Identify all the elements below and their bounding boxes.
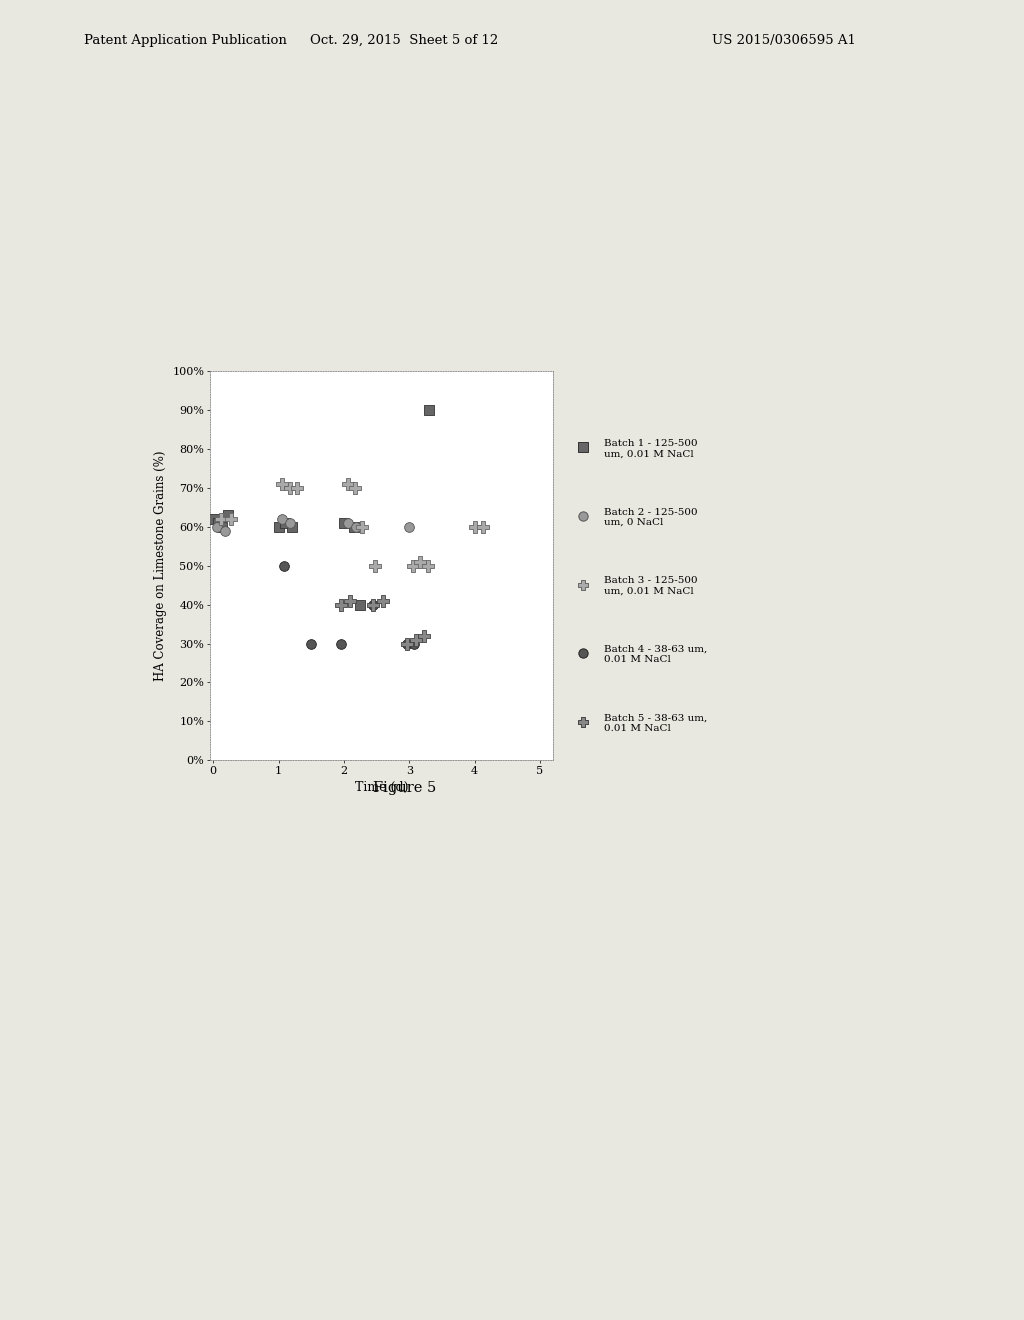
- Text: US 2015/0306595 A1: US 2015/0306595 A1: [712, 33, 856, 46]
- Point: [366, 594, 382, 615]
- Point: [274, 508, 291, 529]
- Text: Batch 4 - 38-63 um,
0.01 M NaCl: Batch 4 - 38-63 um, 0.01 M NaCl: [604, 645, 708, 664]
- Point: [214, 516, 230, 537]
- Point: [412, 552, 428, 573]
- Point: [419, 556, 435, 577]
- Point: [404, 556, 421, 577]
- Point: [336, 512, 352, 533]
- Text: Batch 5 - 38-63 um,
0.01 M NaCl: Batch 5 - 38-63 um, 0.01 M NaCl: [604, 714, 708, 733]
- Point: [303, 634, 319, 655]
- Point: [574, 437, 591, 458]
- X-axis label: Time (d): Time (d): [354, 781, 409, 795]
- Point: [219, 504, 236, 525]
- Text: Patent Application Publication: Patent Application Publication: [84, 33, 287, 46]
- Point: [399, 634, 416, 655]
- Point: [333, 634, 349, 655]
- Point: [282, 512, 298, 533]
- Point: [340, 474, 356, 495]
- Text: Batch 3 - 125-500
um, 0.01 M NaCl: Batch 3 - 125-500 um, 0.01 M NaCl: [604, 577, 697, 595]
- Point: [347, 516, 364, 537]
- Point: [352, 594, 369, 615]
- Point: [367, 556, 383, 577]
- Point: [475, 516, 492, 537]
- Y-axis label: HA Coverage on Limestone Grains (%): HA Coverage on Limestone Grains (%): [154, 450, 167, 681]
- Point: [274, 474, 291, 495]
- Point: [406, 634, 422, 655]
- Point: [399, 634, 416, 655]
- Point: [284, 516, 300, 537]
- Point: [366, 594, 382, 615]
- Point: [276, 512, 293, 533]
- Point: [275, 556, 292, 577]
- Point: [282, 478, 298, 499]
- Point: [401, 516, 418, 537]
- Point: [289, 478, 305, 499]
- Point: [421, 400, 437, 421]
- Point: [408, 630, 424, 651]
- Point: [210, 512, 226, 533]
- Text: Batch 1 - 125-500
um, 0.01 M NaCl: Batch 1 - 125-500 um, 0.01 M NaCl: [604, 440, 697, 458]
- Point: [222, 508, 239, 529]
- Point: [345, 516, 361, 537]
- Point: [375, 590, 391, 611]
- Text: Batch 2 - 125-500
um, 0 NaCl: Batch 2 - 125-500 um, 0 NaCl: [604, 508, 697, 527]
- Point: [206, 508, 222, 529]
- Point: [347, 478, 364, 499]
- Point: [416, 626, 432, 647]
- Point: [270, 516, 287, 537]
- Point: [209, 516, 225, 537]
- Point: [466, 516, 482, 537]
- Point: [342, 590, 358, 611]
- Point: [340, 512, 356, 533]
- Text: Figure 5: Figure 5: [373, 781, 436, 795]
- Point: [354, 516, 371, 537]
- Point: [333, 594, 349, 615]
- Point: [574, 643, 591, 664]
- Point: [574, 506, 591, 527]
- Point: [217, 520, 233, 541]
- Text: Oct. 29, 2015  Sheet 5 of 12: Oct. 29, 2015 Sheet 5 of 12: [310, 33, 499, 46]
- Point: [574, 574, 591, 595]
- Point: [213, 508, 229, 529]
- Point: [574, 711, 591, 733]
